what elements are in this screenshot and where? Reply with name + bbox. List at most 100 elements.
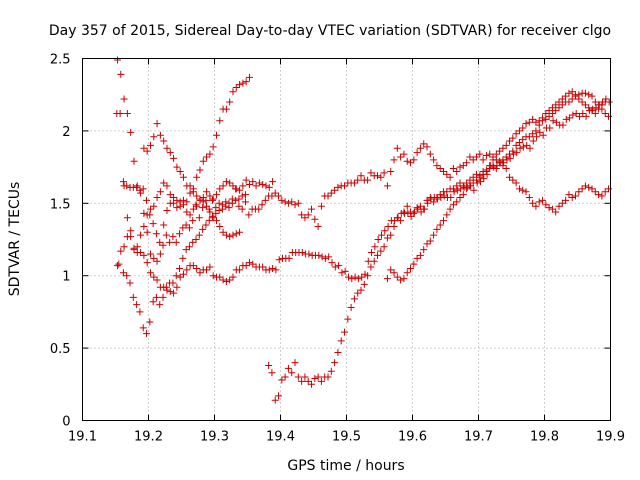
data-point xyxy=(156,188,164,196)
data-point xyxy=(265,183,273,191)
data-point xyxy=(384,222,392,230)
data-point xyxy=(492,150,500,158)
data-point xyxy=(235,202,243,210)
data-point xyxy=(133,183,141,191)
y-tick-label: 1 xyxy=(62,270,70,285)
data-point xyxy=(149,298,157,306)
data-point xyxy=(193,173,201,181)
data-point xyxy=(377,247,385,255)
data-point xyxy=(259,180,267,188)
data-point xyxy=(173,283,181,291)
data-point xyxy=(212,209,220,217)
x-tick-labels: 19.1 19.2 19.3 19.4 19.5 19.6 19.7 19.8 19.9 xyxy=(68,430,625,445)
data-point xyxy=(215,199,223,207)
data-point xyxy=(499,162,507,170)
data-point xyxy=(176,264,184,272)
data-point xyxy=(199,157,207,165)
data-point xyxy=(525,118,533,126)
data-point xyxy=(426,194,434,202)
data-point xyxy=(486,150,494,158)
data-point xyxy=(179,254,187,262)
data-point xyxy=(304,377,312,385)
data-point xyxy=(222,231,230,239)
data-point xyxy=(212,131,220,139)
data-point xyxy=(222,202,230,210)
data-point xyxy=(341,328,349,336)
data-point xyxy=(364,257,372,265)
data-point xyxy=(390,156,398,164)
data-point xyxy=(367,263,375,271)
data-point xyxy=(129,293,137,301)
data-point xyxy=(258,201,266,209)
data-point xyxy=(410,156,418,164)
data-point xyxy=(459,191,467,199)
data-point xyxy=(120,182,128,190)
plot-frame xyxy=(82,58,611,421)
data-point xyxy=(426,237,434,245)
data-point xyxy=(182,221,190,229)
data-point xyxy=(242,262,250,270)
data-point xyxy=(377,231,385,239)
data-point xyxy=(192,201,200,209)
data-point xyxy=(519,124,527,132)
data-point xyxy=(364,176,372,184)
data-point xyxy=(137,249,145,257)
data-point xyxy=(325,253,333,261)
x-tick-label: 19.7 xyxy=(464,430,493,445)
data-point xyxy=(515,185,523,193)
series-track-c xyxy=(120,176,277,254)
data-point xyxy=(321,254,329,262)
data-point xyxy=(354,176,362,184)
data-point xyxy=(238,192,246,200)
data-point xyxy=(476,150,484,158)
data-point xyxy=(552,101,560,109)
data-point xyxy=(183,198,191,206)
data-point xyxy=(512,141,520,149)
y-tick-label: 0.5 xyxy=(50,342,71,357)
grid-lines xyxy=(82,58,611,421)
data-point xyxy=(126,279,134,287)
data-point xyxy=(453,186,461,194)
data-point xyxy=(304,211,312,219)
x-tick-label: 19.8 xyxy=(530,430,559,445)
data-point xyxy=(430,198,438,206)
data-point xyxy=(170,199,178,207)
data-point xyxy=(502,153,510,161)
data-point xyxy=(450,188,458,196)
data-point xyxy=(255,205,263,213)
data-point xyxy=(216,185,224,193)
data-point xyxy=(446,205,454,213)
data-point xyxy=(562,115,570,123)
data-point xyxy=(348,275,356,283)
data-point xyxy=(261,196,269,204)
data-point xyxy=(410,260,418,268)
data-point xyxy=(156,250,164,258)
data-point xyxy=(268,192,276,200)
data-point xyxy=(585,91,593,99)
data-point xyxy=(436,165,444,173)
data-point xyxy=(152,230,160,238)
data-point xyxy=(185,243,193,251)
data-point xyxy=(562,92,570,100)
data-point xyxy=(123,110,131,118)
data-point xyxy=(331,186,339,194)
data-point xyxy=(546,124,554,132)
data-point xyxy=(579,110,587,118)
data-point xyxy=(179,224,187,232)
data-point xyxy=(380,243,388,251)
data-point xyxy=(294,199,302,207)
data-point xyxy=(133,243,141,251)
data-point xyxy=(591,188,599,196)
data-point xyxy=(133,182,141,190)
data-point xyxy=(393,214,401,222)
data-point xyxy=(183,266,191,274)
data-point xyxy=(522,188,530,196)
data-point xyxy=(463,159,471,167)
data-point xyxy=(449,165,457,173)
data-point xyxy=(480,175,488,183)
data-point xyxy=(149,220,157,228)
data-point xyxy=(403,202,411,210)
data-point xyxy=(552,208,560,216)
data-point xyxy=(479,156,487,164)
data-point xyxy=(397,217,405,225)
